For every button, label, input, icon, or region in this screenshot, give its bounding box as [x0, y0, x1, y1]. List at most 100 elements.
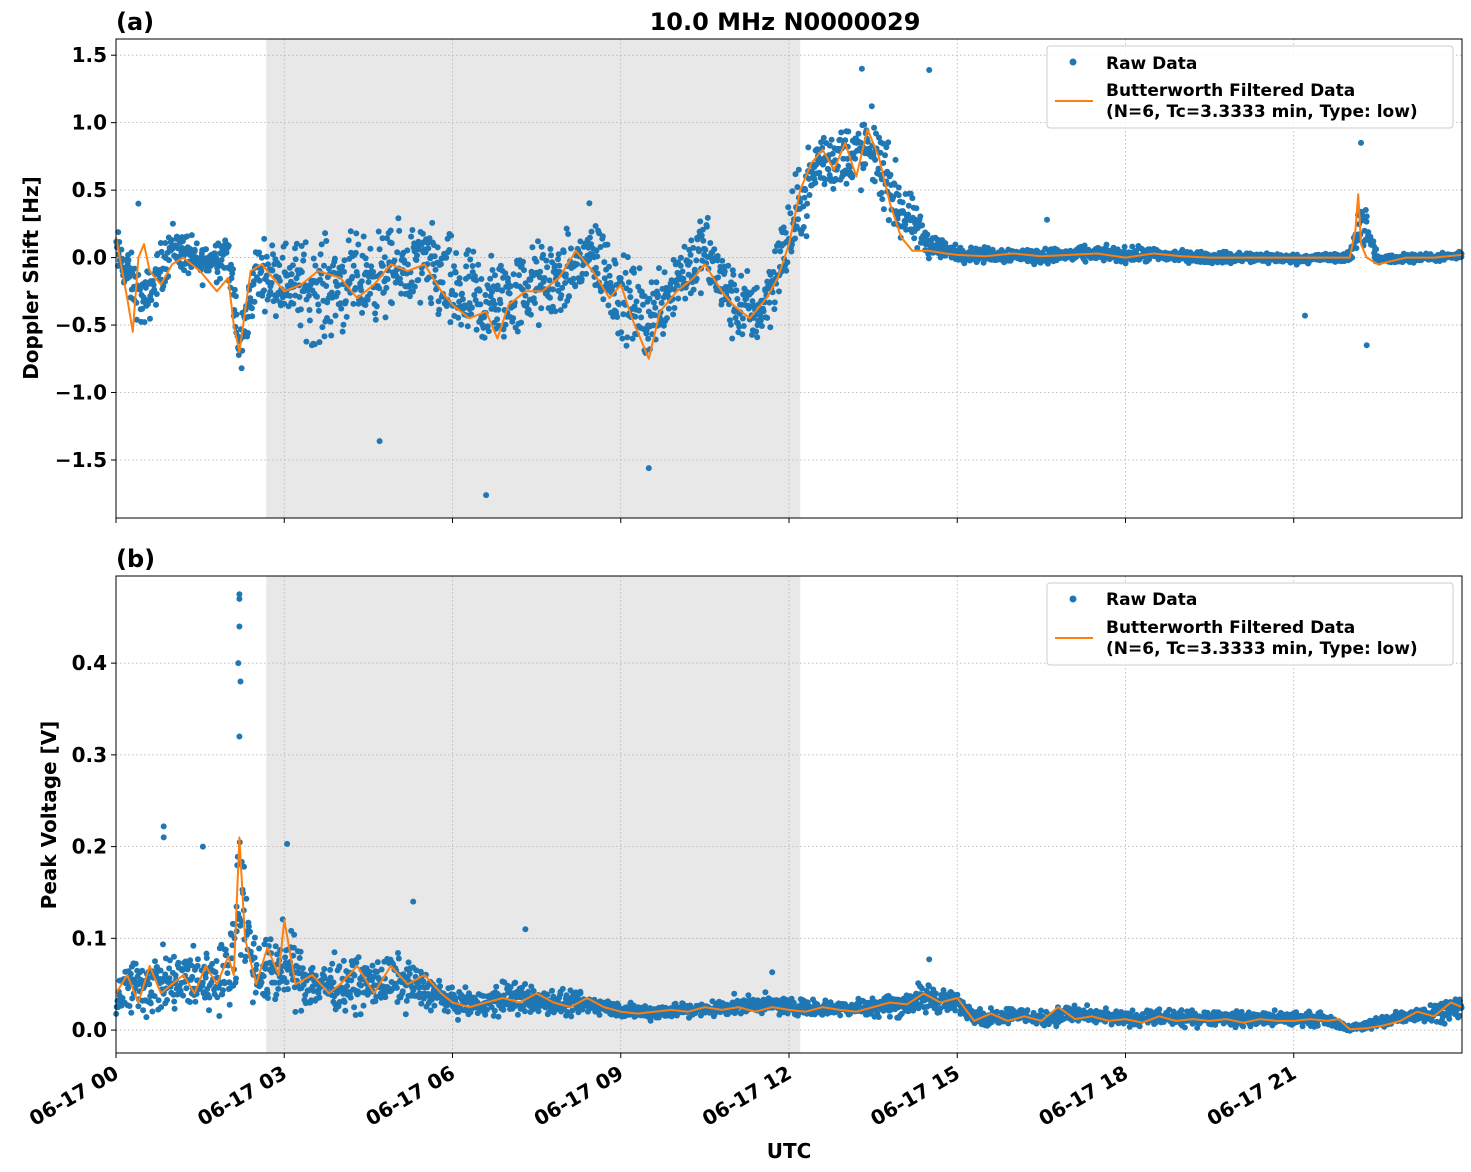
raw-data-point — [1373, 246, 1380, 253]
raw-data-point — [837, 1012, 844, 1019]
raw-data-point — [139, 305, 146, 312]
raw-data-point — [291, 931, 298, 938]
raw-data-point — [533, 258, 540, 265]
raw-data-point — [317, 276, 324, 283]
raw-data-point — [525, 283, 532, 290]
raw-data-point — [398, 290, 405, 297]
raw-data-point — [297, 322, 304, 329]
raw-data-point — [235, 352, 242, 358]
raw-data-point — [368, 263, 375, 270]
raw-data-point — [189, 973, 196, 980]
raw-data-point — [550, 286, 556, 293]
raw-data-point — [387, 227, 394, 234]
raw-data-point — [540, 251, 547, 258]
raw-data-point — [578, 276, 585, 283]
raw-data-point — [115, 229, 122, 236]
raw-data-point — [624, 334, 631, 341]
raw-data-point — [261, 235, 268, 242]
raw-data-point — [372, 316, 379, 323]
raw-data-point — [327, 974, 334, 981]
raw-data-point — [738, 272, 745, 279]
raw-data-point — [349, 273, 356, 280]
raw-data-point — [373, 303, 380, 310]
raw-data-point — [373, 993, 380, 1000]
raw-data-point — [652, 304, 659, 311]
raw-data-point — [463, 263, 470, 270]
raw-data-point — [690, 286, 697, 293]
raw-data-point — [374, 968, 381, 975]
raw-data-point — [726, 317, 733, 324]
raw-data-point — [924, 231, 931, 238]
raw-data-point — [838, 129, 845, 136]
raw-data-point — [397, 280, 404, 287]
y-tick-label: −1.5 — [55, 448, 107, 472]
raw-data-point — [322, 230, 329, 237]
raw-data-point — [570, 275, 577, 282]
raw-data-point — [535, 238, 541, 245]
raw-data-point — [586, 200, 593, 207]
raw-data-point — [180, 966, 187, 973]
raw-data-point — [425, 245, 432, 252]
raw-data-point — [653, 279, 660, 286]
raw-data-point — [902, 221, 909, 228]
raw-data-point — [316, 339, 323, 346]
raw-data-point — [697, 290, 704, 297]
raw-data-point — [202, 974, 209, 981]
raw-data-point — [625, 279, 632, 286]
raw-data-point — [820, 134, 827, 141]
raw-data-point — [1103, 241, 1110, 248]
raw-data-point — [263, 272, 270, 279]
raw-data-point — [166, 965, 173, 972]
raw-data-point — [229, 942, 236, 949]
y-tick-label: −0.5 — [55, 313, 107, 337]
raw-data-point — [287, 292, 293, 299]
raw-data-point — [719, 257, 726, 264]
raw-data-point — [826, 142, 833, 149]
raw-data-point — [194, 956, 201, 963]
raw-data-point — [447, 319, 454, 326]
raw-data-point — [641, 293, 648, 300]
raw-data-point — [586, 234, 593, 241]
raw-data-point — [404, 261, 411, 268]
raw-data-point — [802, 187, 809, 194]
raw-data-point — [648, 279, 655, 286]
raw-data-point — [384, 235, 390, 242]
raw-data-point — [431, 1002, 438, 1009]
raw-data-point — [521, 1008, 528, 1015]
raw-data-point — [671, 305, 678, 311]
raw-data-point — [394, 249, 401, 256]
raw-data-point — [147, 315, 153, 322]
raw-data-point — [241, 863, 247, 870]
raw-data-point — [868, 103, 875, 110]
raw-data-point — [670, 256, 677, 263]
raw-data-point — [1181, 1024, 1188, 1031]
raw-data-point — [562, 271, 569, 278]
raw-data-point — [404, 247, 411, 254]
raw-data-point — [327, 966, 334, 973]
raw-data-point — [801, 194, 808, 201]
raw-data-point — [321, 975, 328, 982]
raw-data-point — [346, 280, 353, 287]
raw-data-point — [1024, 1007, 1031, 1014]
raw-data-point — [137, 286, 143, 293]
raw-data-point — [153, 301, 159, 308]
raw-data-point — [777, 248, 784, 255]
raw-data-point — [158, 1004, 165, 1011]
raw-data-point — [626, 287, 633, 294]
raw-data-point — [487, 275, 494, 282]
raw-data-point — [342, 1007, 349, 1014]
raw-data-point — [510, 271, 517, 278]
raw-data-point — [264, 990, 271, 996]
raw-data-point — [258, 979, 265, 986]
raw-data-point — [631, 269, 637, 276]
panel-a-legend: Raw Data Butterworth Filtered Data (N=6,… — [1046, 45, 1454, 129]
raw-data-point — [181, 267, 188, 274]
raw-data-point — [733, 287, 740, 294]
raw-data-point — [588, 228, 595, 235]
raw-data-point — [448, 232, 455, 239]
raw-data-point — [321, 262, 327, 269]
y-tick-label: 1.5 — [72, 43, 107, 67]
raw-data-point — [549, 303, 556, 310]
raw-data-point — [169, 220, 176, 227]
raw-data-point — [267, 288, 274, 295]
